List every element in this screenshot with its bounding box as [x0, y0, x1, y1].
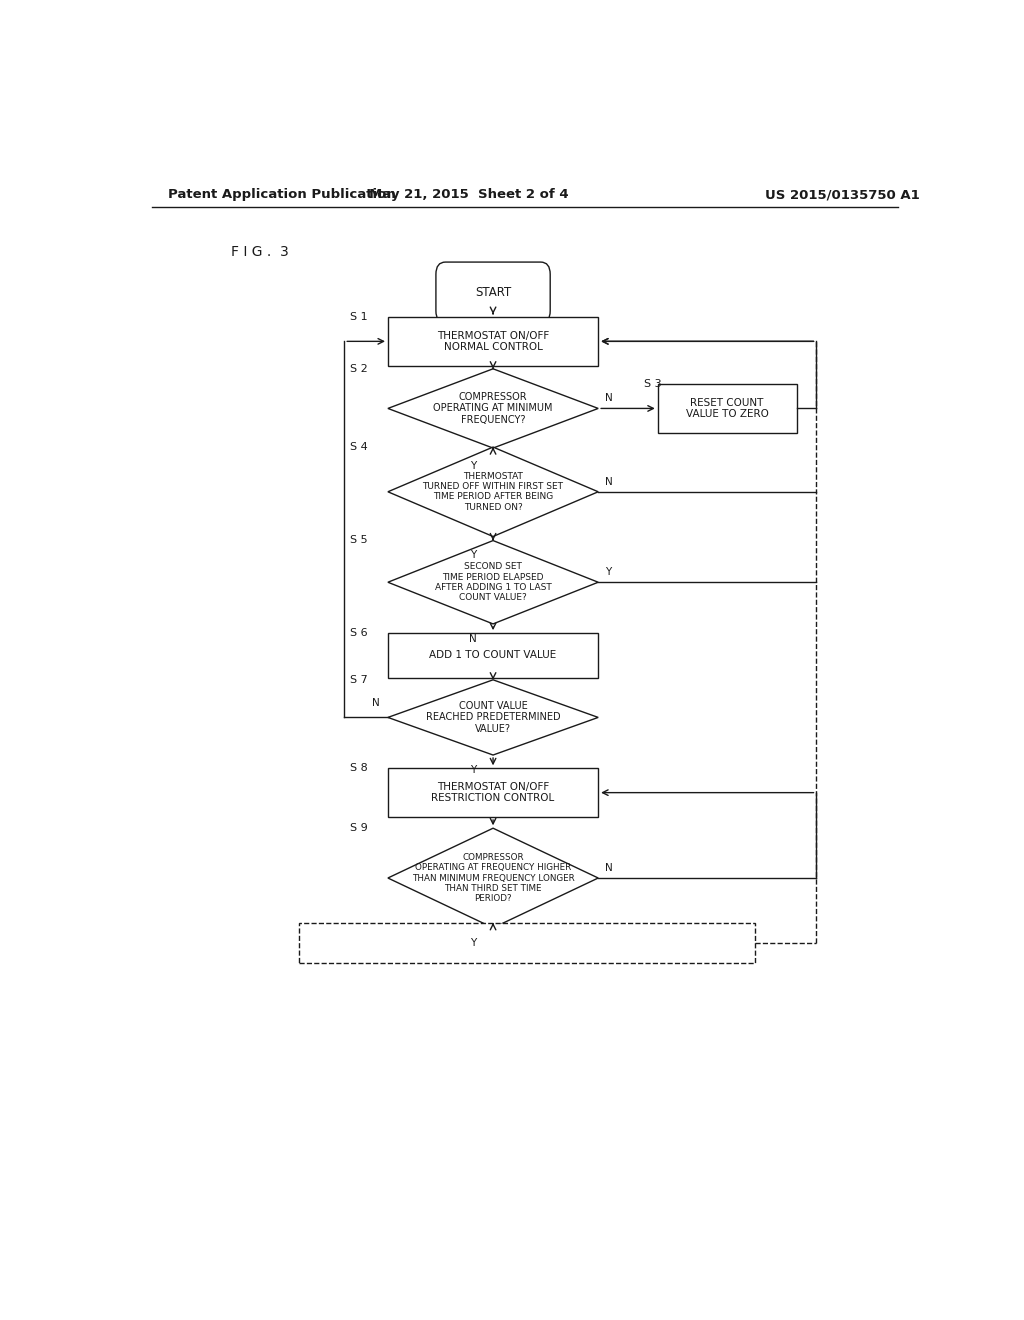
Text: May 21, 2015  Sheet 2 of 4: May 21, 2015 Sheet 2 of 4: [370, 189, 569, 202]
Text: Y: Y: [470, 462, 476, 471]
Polygon shape: [388, 368, 598, 447]
Text: US 2015/0135750 A1: US 2015/0135750 A1: [765, 189, 920, 202]
Bar: [657, 384, 797, 433]
Text: F I G .  3: F I G . 3: [231, 246, 289, 259]
Text: RESET COUNT
VALUE TO ZERO: RESET COUNT VALUE TO ZERO: [686, 397, 769, 420]
Polygon shape: [388, 828, 598, 928]
Text: Y: Y: [470, 939, 476, 948]
Text: N: N: [469, 634, 477, 644]
Text: S 1: S 1: [350, 312, 368, 322]
Text: Y: Y: [470, 550, 476, 560]
FancyBboxPatch shape: [436, 263, 550, 323]
Text: ADD 1 TO COUNT VALUE: ADD 1 TO COUNT VALUE: [429, 651, 557, 660]
Text: S 6: S 6: [350, 628, 368, 638]
Polygon shape: [388, 680, 598, 755]
Bar: [388, 768, 598, 817]
Text: COMPRESSOR
OPERATING AT MINIMUM
FREQUENCY?: COMPRESSOR OPERATING AT MINIMUM FREQUENC…: [433, 392, 553, 425]
Bar: [299, 923, 755, 964]
Text: S 2: S 2: [350, 364, 368, 374]
Bar: [388, 634, 598, 677]
Text: S 7: S 7: [350, 675, 368, 685]
Text: START: START: [475, 286, 511, 300]
Text: N: N: [372, 698, 380, 709]
Text: S 9: S 9: [350, 824, 368, 833]
Polygon shape: [388, 541, 598, 624]
Text: SECOND SET
TIME PERIOD ELAPSED
AFTER ADDING 1 TO LAST
COUNT VALUE?: SECOND SET TIME PERIOD ELAPSED AFTER ADD…: [434, 562, 552, 602]
Text: S 3: S 3: [644, 379, 662, 389]
Text: N: N: [604, 477, 612, 487]
Text: Y: Y: [470, 766, 476, 775]
Text: COUNT VALUE
REACHED PREDETERMINED
VALUE?: COUNT VALUE REACHED PREDETERMINED VALUE?: [426, 701, 560, 734]
Text: N: N: [604, 863, 612, 873]
Text: Patent Application Publication: Patent Application Publication: [168, 189, 395, 202]
Text: S 5: S 5: [350, 536, 368, 545]
Text: THERMOSTAT ON/OFF
NORMAL CONTROL: THERMOSTAT ON/OFF NORMAL CONTROL: [437, 330, 549, 352]
Text: THERMOSTAT ON/OFF
RESTRICTION CONTROL: THERMOSTAT ON/OFF RESTRICTION CONTROL: [431, 781, 555, 804]
Text: COMPRESSOR
OPERATING AT FREQUENCY HIGHER
THAN MINIMUM FREQUENCY LONGER
THAN THIR: COMPRESSOR OPERATING AT FREQUENCY HIGHER…: [412, 853, 574, 903]
Text: N: N: [604, 393, 612, 404]
Polygon shape: [388, 447, 598, 536]
Text: S 8: S 8: [350, 763, 368, 774]
Text: THERMOSTAT
TURNED OFF WITHIN FIRST SET
TIME PERIOD AFTER BEING
TURNED ON?: THERMOSTAT TURNED OFF WITHIN FIRST SET T…: [423, 471, 563, 512]
Text: Y: Y: [604, 568, 610, 577]
Bar: [388, 317, 598, 366]
Text: S 4: S 4: [350, 442, 368, 451]
